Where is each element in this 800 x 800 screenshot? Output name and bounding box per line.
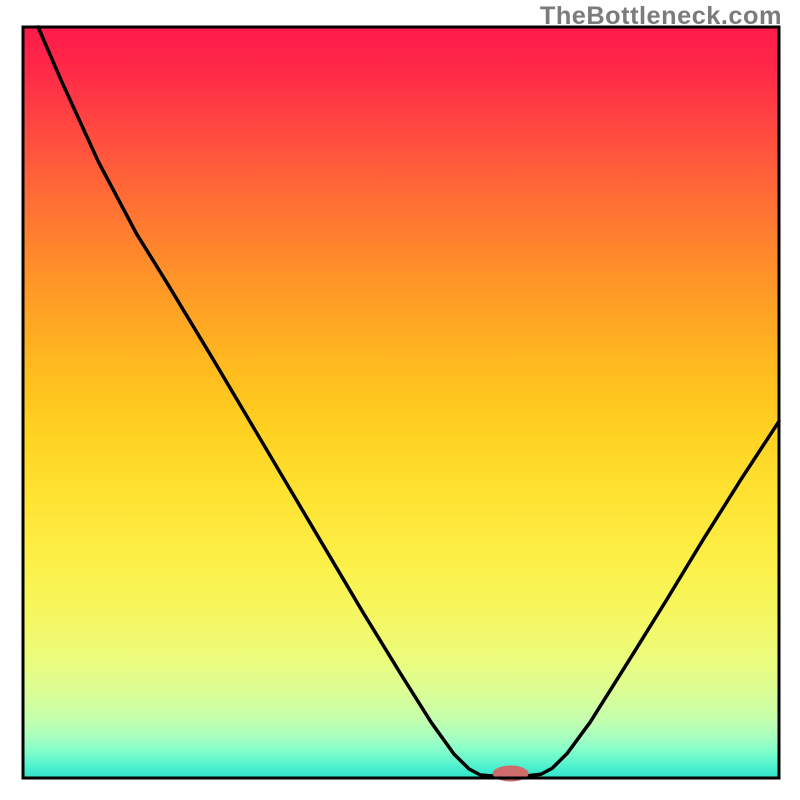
gradient-background — [23, 27, 779, 778]
bottleneck-curve-chart — [0, 0, 800, 800]
chart-container: TheBottleneck.com — [0, 0, 800, 800]
watermark-text: TheBottleneck.com — [540, 2, 782, 31]
